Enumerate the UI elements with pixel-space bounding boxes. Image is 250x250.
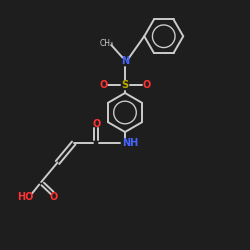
Text: O: O	[50, 192, 58, 202]
Text: CH₃: CH₃	[99, 39, 113, 48]
Text: O: O	[100, 80, 108, 90]
Text: S: S	[122, 80, 128, 90]
Text: NH: NH	[122, 138, 138, 148]
Text: O: O	[92, 119, 100, 129]
Text: N: N	[121, 56, 129, 66]
Text: O: O	[142, 80, 150, 90]
Text: HO: HO	[17, 192, 33, 202]
